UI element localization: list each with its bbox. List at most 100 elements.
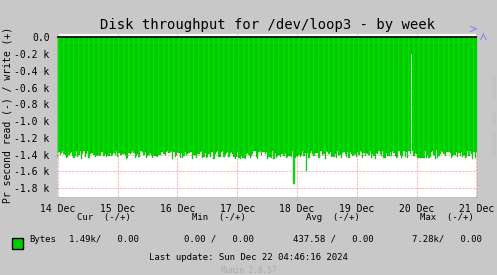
Bar [149,37,150,155]
Bar [379,37,380,151]
Bar [234,37,235,158]
Bar [211,37,212,152]
Bar [190,37,191,152]
Bar [224,37,225,157]
Bar [240,37,241,159]
Bar [332,37,333,156]
Bar [74,37,75,158]
Bar [127,37,128,158]
Bar [61,37,62,153]
Bar [193,37,194,155]
Bar [396,37,397,158]
Bar [262,37,263,152]
Bar [341,37,342,158]
Bar [103,37,104,156]
Bar [81,37,82,159]
Text: Last update: Sun Dec 22 04:46:16 2024: Last update: Sun Dec 22 04:46:16 2024 [149,253,348,262]
Bar [367,37,368,154]
Bar [443,37,444,154]
Bar [126,37,127,159]
Bar [180,37,181,158]
Bar [336,37,337,158]
Bar [361,37,362,152]
Bar [407,37,408,158]
Bar [411,37,412,54]
Bar [154,37,155,156]
Bar [376,37,377,153]
Bar [333,37,334,157]
Bar [181,37,182,153]
Text: Max  (-/+): Max (-/+) [420,213,474,222]
Bar [227,37,228,152]
Bar [470,37,471,151]
Bar [275,37,276,153]
Bar [222,37,223,151]
Bar [389,37,390,156]
Bar [324,37,325,154]
Bar [456,37,457,152]
Bar [88,37,89,158]
Bar [445,37,446,156]
Bar [475,37,476,158]
Bar [464,37,465,155]
Bar [273,37,274,159]
Bar [82,37,83,154]
Bar [427,37,428,155]
Bar [271,37,272,158]
Bar [139,37,140,157]
Bar [249,37,251,158]
Bar [327,37,329,152]
Bar [108,37,109,156]
Bar [400,37,401,155]
Bar [385,37,386,158]
Bar [280,37,281,157]
Bar [214,37,215,159]
Bar [345,37,346,153]
Bar [186,37,187,155]
Bar [431,37,432,152]
Bar [111,37,112,156]
Bar [300,37,301,156]
Bar [117,37,118,157]
Bar [91,37,92,153]
Bar [131,37,132,153]
Bar [188,37,189,153]
Bar [237,37,238,152]
Bar [192,37,193,159]
Bar [129,37,130,153]
Bar [71,37,72,152]
Bar [442,37,443,152]
Bar [399,37,400,151]
Bar [365,37,366,156]
Bar [198,37,200,154]
Bar [87,37,88,151]
Bar [212,37,213,152]
Bar [460,37,461,156]
Bar [301,37,302,155]
Bar [309,37,310,158]
Text: RRDTOOL / TOBI OETIKER: RRDTOOL / TOBI OETIKER [491,74,496,157]
Bar [395,37,396,156]
Bar [165,37,166,155]
Bar [120,37,121,155]
Bar [75,37,76,156]
Bar [356,37,357,157]
Bar [276,37,277,158]
Bar [145,37,146,152]
Bar [60,37,61,155]
Text: Avg  (-/+): Avg (-/+) [306,213,360,222]
Bar [343,37,344,152]
Bar [406,37,407,152]
Bar [462,37,463,157]
Bar [469,37,470,156]
Bar [296,37,297,156]
Bar [358,37,359,155]
Bar [297,37,298,157]
Bar [152,37,153,158]
Bar [113,37,114,153]
Bar [420,37,421,158]
Bar [191,37,192,152]
Bar [98,37,99,155]
Bar [350,37,351,152]
Bar [255,37,256,150]
